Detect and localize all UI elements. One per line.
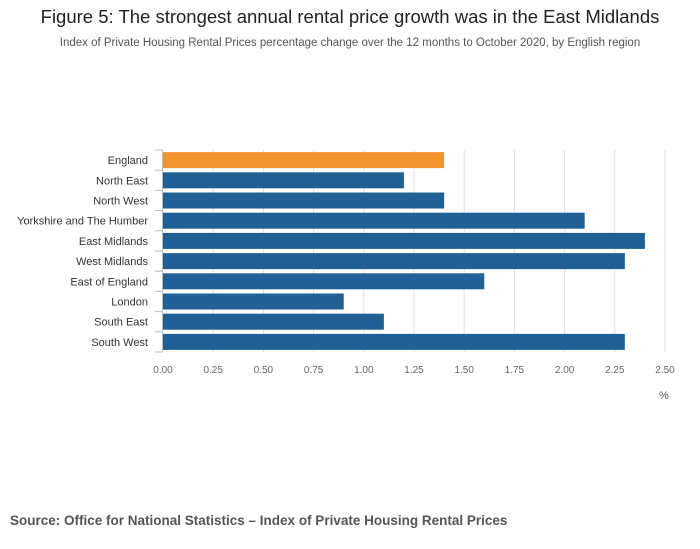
category-label: East Midlands <box>79 236 149 248</box>
category-label: South East <box>94 317 148 329</box>
category-label: North West <box>93 196 148 208</box>
category-label: North East <box>96 175 148 187</box>
x-tick-label: 0.25 <box>203 365 223 376</box>
chart-subtitle: Index of Private Housing Rental Prices p… <box>59 37 641 49</box>
bar <box>163 152 445 169</box>
bar <box>163 212 585 229</box>
x-tick-label: 2.00 <box>555 365 575 376</box>
category-label: East of England <box>70 276 148 288</box>
x-tick-label: 1.75 <box>505 365 525 376</box>
x-tick-label: 0.00 <box>153 365 173 376</box>
x-tick-label: 0.50 <box>254 365 274 376</box>
category-label: London <box>111 297 148 309</box>
category-label: South West <box>91 337 148 349</box>
category-label: England <box>108 155 148 167</box>
bar <box>163 232 645 249</box>
x-tick-label: 0.75 <box>304 365 324 376</box>
bar <box>163 253 625 270</box>
x-tick-label: 1.25 <box>404 365 424 376</box>
axes <box>155 149 163 353</box>
x-axis-unit-label: % <box>659 390 669 402</box>
bar <box>163 273 485 290</box>
category-label: Yorkshire and The Humber <box>17 216 148 228</box>
category-label: West Midlands <box>76 256 148 268</box>
bar <box>163 172 404 189</box>
x-tick-label: 2.25 <box>605 365 625 376</box>
tick-labels: 0.00 0.25 0.50 0.75 1.00 1.25 1.50 1.75 2.00 2.25… <box>153 365 675 376</box>
x-tick-label: 1.00 <box>354 365 374 376</box>
bars <box>163 152 645 350</box>
bar <box>163 333 625 350</box>
category-labels: England North East North West Yorkshire and… <box>17 155 148 349</box>
bar <box>163 293 344 310</box>
bar <box>163 313 384 330</box>
source-note: Source: Office for National Statistics –… <box>10 513 508 528</box>
chart-title: Figure 5: The strongest annual rental pr… <box>40 6 660 27</box>
x-tick-label: 1.50 <box>454 365 474 376</box>
bar <box>163 192 445 209</box>
x-tick-label: 2.50 <box>655 365 675 376</box>
